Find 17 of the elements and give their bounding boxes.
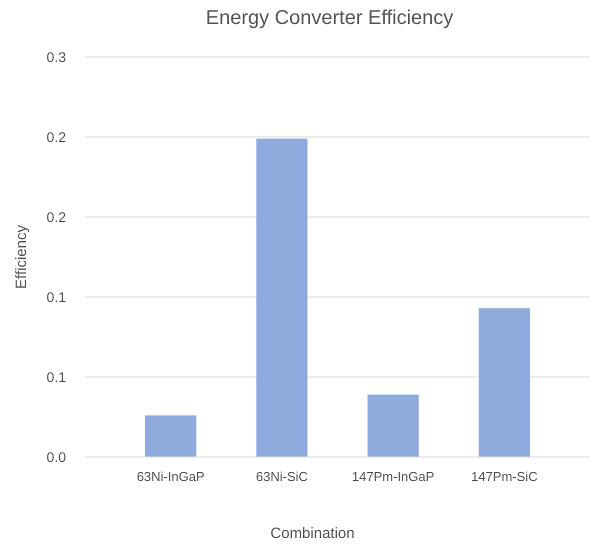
bar bbox=[368, 394, 419, 457]
y-tick-label: 0.3 bbox=[46, 48, 66, 65]
y-tick-label: 0.2 bbox=[46, 208, 66, 225]
x-tick-label: 63Ni-InGaP bbox=[136, 469, 205, 484]
y-tick-label: 0.1 bbox=[46, 368, 66, 385]
y-tick-label: 0.2 bbox=[46, 128, 66, 145]
bar bbox=[145, 415, 196, 457]
y-tick-label: 0.0 bbox=[46, 448, 66, 465]
x-tick-label: 147Pm-SiC bbox=[471, 469, 538, 484]
bar bbox=[478, 308, 530, 457]
x-tick-label: 63Ni-SiC bbox=[256, 469, 308, 484]
x-axis-title: Combination bbox=[270, 525, 355, 542]
bar bbox=[256, 138, 308, 457]
x-tick-label: 147Pm-InGaP bbox=[352, 469, 434, 484]
y-axis-title: Efficiency bbox=[13, 224, 30, 289]
chart-title: Energy Converter Efficiency bbox=[206, 7, 454, 29]
y-tick-label: 0.1 bbox=[46, 288, 66, 305]
